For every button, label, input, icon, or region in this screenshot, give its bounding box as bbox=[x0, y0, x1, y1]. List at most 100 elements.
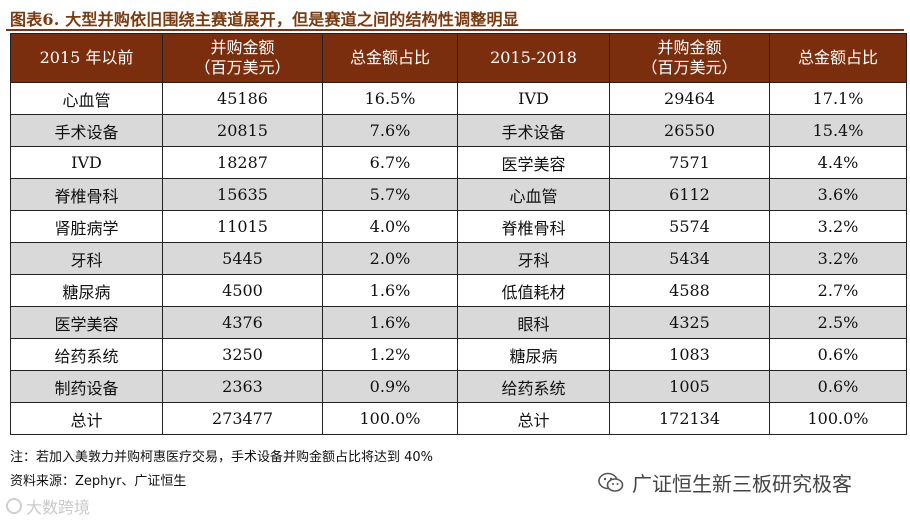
watermark-brand-text: 广证恒生新三板研究极客 bbox=[632, 472, 852, 496]
right-category-cell: 手术设备 bbox=[457, 114, 610, 147]
corner-watermark-text: 大数跨境 bbox=[26, 498, 91, 517]
left-category-cell: 心血管 bbox=[10, 82, 163, 115]
header-right-share: 总金额占比 bbox=[769, 33, 907, 83]
source-note: 资料来源：Zephyr、广证恒生 bbox=[10, 474, 187, 489]
right-amount-cell: 4325 bbox=[609, 306, 770, 339]
right-category-cell: IVD bbox=[457, 82, 610, 115]
header-left-period: 2015 年以前 bbox=[10, 33, 163, 83]
left-amount-cell: 20815 bbox=[162, 114, 323, 147]
left-category-cell: 医学美容 bbox=[10, 306, 163, 339]
left-amount-cell: 45186 bbox=[162, 82, 323, 115]
left-amount-cell: 2363 bbox=[162, 370, 323, 403]
right-share-cell: 3.2% bbox=[769, 242, 907, 275]
right-amount-cell: 6112 bbox=[609, 178, 770, 211]
left-category-cell: 糖尿病 bbox=[10, 274, 163, 307]
left-share-cell: 4.0% bbox=[322, 210, 458, 243]
right-category-cell: 医学美容 bbox=[457, 146, 610, 179]
right-category-cell: 心血管 bbox=[457, 178, 610, 211]
right-amount-cell: 26550 bbox=[609, 114, 770, 147]
left-category-cell: IVD bbox=[10, 146, 163, 179]
right-share-cell: 3.2% bbox=[769, 210, 907, 243]
left-category-cell: 总计 bbox=[10, 402, 163, 435]
right-amount-cell: 4588 bbox=[609, 274, 770, 307]
right-share-cell: 2.5% bbox=[769, 306, 907, 339]
table-row: 总计 273477 100.0% 总计 172134 100.0% bbox=[10, 402, 907, 435]
left-share-cell: 2.0% bbox=[322, 242, 458, 275]
table-row: 医学美容 4376 1.6% 眼科 4325 2.5% bbox=[10, 306, 907, 339]
right-amount-cell: 5574 bbox=[609, 210, 770, 243]
left-share-cell: 6.7% bbox=[322, 146, 458, 179]
table-row: 制药设备 2363 0.9% 给药系统 1005 0.6% bbox=[10, 370, 907, 403]
table-row: 给药系统 3250 1.2% 糖尿病 1083 0.6% bbox=[10, 338, 907, 371]
right-amount-cell: 1005 bbox=[609, 370, 770, 403]
table-row: 糖尿病 4500 1.6% 低值耗材 4588 2.7% bbox=[10, 274, 907, 307]
left-category-cell: 脊椎骨科 bbox=[10, 178, 163, 211]
left-category-cell: 肾脏病学 bbox=[10, 210, 163, 243]
left-share-cell: 0.9% bbox=[322, 370, 458, 403]
right-share-cell: 4.4% bbox=[769, 146, 907, 179]
left-category-cell: 给药系统 bbox=[10, 338, 163, 371]
right-category-cell: 给药系统 bbox=[457, 370, 610, 403]
header-right-amount-line1: 并购金额 bbox=[657, 38, 722, 57]
left-amount-cell: 5445 bbox=[162, 242, 323, 275]
right-share-cell: 2.7% bbox=[769, 274, 907, 307]
header-right-amount: 并购金额 （百万美元） bbox=[609, 33, 770, 83]
watermark-brand: 广证恒生新三板研究极客 bbox=[598, 468, 852, 497]
footnote: 注：若加入美敦力并购柯惠医疗交易，手术设备并购金额占比将达到 40% bbox=[10, 450, 434, 465]
left-share-cell: 1.2% bbox=[322, 338, 458, 371]
left-share-cell: 16.5% bbox=[322, 82, 458, 115]
table-header-row: 2015 年以前 并购金额 （百万美元） 总金额占比 2015-2018 并购金… bbox=[10, 33, 907, 83]
left-share-cell: 5.7% bbox=[322, 178, 458, 211]
right-share-cell: 0.6% bbox=[769, 338, 907, 371]
left-amount-cell: 3250 bbox=[162, 338, 323, 371]
right-amount-cell: 1083 bbox=[609, 338, 770, 371]
right-category-cell: 脊椎骨科 bbox=[457, 210, 610, 243]
left-share-cell: 7.6% bbox=[322, 114, 458, 147]
right-amount-cell: 5434 bbox=[609, 242, 770, 275]
corner-watermark: 大数跨境 bbox=[6, 494, 90, 518]
table-row: 牙科 5445 2.0% 牙科 5434 3.2% bbox=[10, 242, 907, 275]
right-category-cell: 总计 bbox=[457, 402, 610, 435]
left-amount-cell: 15635 bbox=[162, 178, 323, 211]
table-row: 脊椎骨科 15635 5.7% 心血管 6112 3.6% bbox=[10, 178, 907, 211]
left-category-cell: 手术设备 bbox=[10, 114, 163, 147]
left-amount-cell: 18287 bbox=[162, 146, 323, 179]
right-share-cell: 17.1% bbox=[769, 82, 907, 115]
right-amount-cell: 29464 bbox=[609, 82, 770, 115]
figure-title: 图表6. 大型并购依旧围绕主赛道展开，但是赛道之间的结构性调整明显 bbox=[10, 10, 519, 29]
left-share-cell: 1.6% bbox=[322, 274, 458, 307]
right-share-cell: 100.0% bbox=[769, 402, 907, 435]
ma-table: 2015 年以前 并购金额 （百万美元） 总金额占比 2015-2018 并购金… bbox=[10, 33, 907, 435]
title-divider bbox=[6, 29, 904, 31]
header-left-share: 总金额占比 bbox=[322, 33, 458, 83]
left-share-cell: 1.6% bbox=[322, 306, 458, 339]
right-category-cell: 眼科 bbox=[457, 306, 610, 339]
table-row: 手术设备 20815 7.6% 手术设备 26550 15.4% bbox=[10, 114, 907, 147]
left-amount-cell: 273477 bbox=[162, 402, 323, 435]
left-amount-cell: 11015 bbox=[162, 210, 323, 243]
right-category-cell: 糖尿病 bbox=[457, 338, 610, 371]
right-category-cell: 低值耗材 bbox=[457, 274, 610, 307]
left-category-cell: 制药设备 bbox=[10, 370, 163, 403]
table-row: IVD 18287 6.7% 医学美容 7571 4.4% bbox=[10, 146, 907, 179]
right-share-cell: 3.6% bbox=[769, 178, 907, 211]
header-left-amount: 并购金额 （百万美元） bbox=[162, 33, 323, 83]
header-left-amount-line1: 并购金额 bbox=[210, 38, 275, 57]
table-row: 肾脏病学 11015 4.0% 脊椎骨科 5574 3.2% bbox=[10, 210, 907, 243]
left-share-cell: 100.0% bbox=[322, 402, 458, 435]
left-category-cell: 牙科 bbox=[10, 242, 163, 275]
right-amount-cell: 7571 bbox=[609, 146, 770, 179]
header-right-period: 2015-2018 bbox=[457, 33, 610, 83]
right-share-cell: 0.6% bbox=[769, 370, 907, 403]
corner-logo-icon bbox=[6, 498, 22, 514]
table-row: 心血管 45186 16.5% IVD 29464 17.1% bbox=[10, 82, 907, 115]
header-left-amount-line2: （百万美元） bbox=[194, 58, 291, 77]
right-share-cell: 15.4% bbox=[769, 114, 907, 147]
wechat-icon bbox=[598, 472, 624, 492]
right-category-cell: 牙科 bbox=[457, 242, 610, 275]
left-amount-cell: 4376 bbox=[162, 306, 323, 339]
header-right-amount-line2: （百万美元） bbox=[641, 58, 738, 77]
right-amount-cell: 172134 bbox=[609, 402, 770, 435]
left-amount-cell: 4500 bbox=[162, 274, 323, 307]
table-body: 心血管 45186 16.5% IVD 29464 17.1% 手术设备 20815 7.6% 手… bbox=[10, 82, 907, 435]
